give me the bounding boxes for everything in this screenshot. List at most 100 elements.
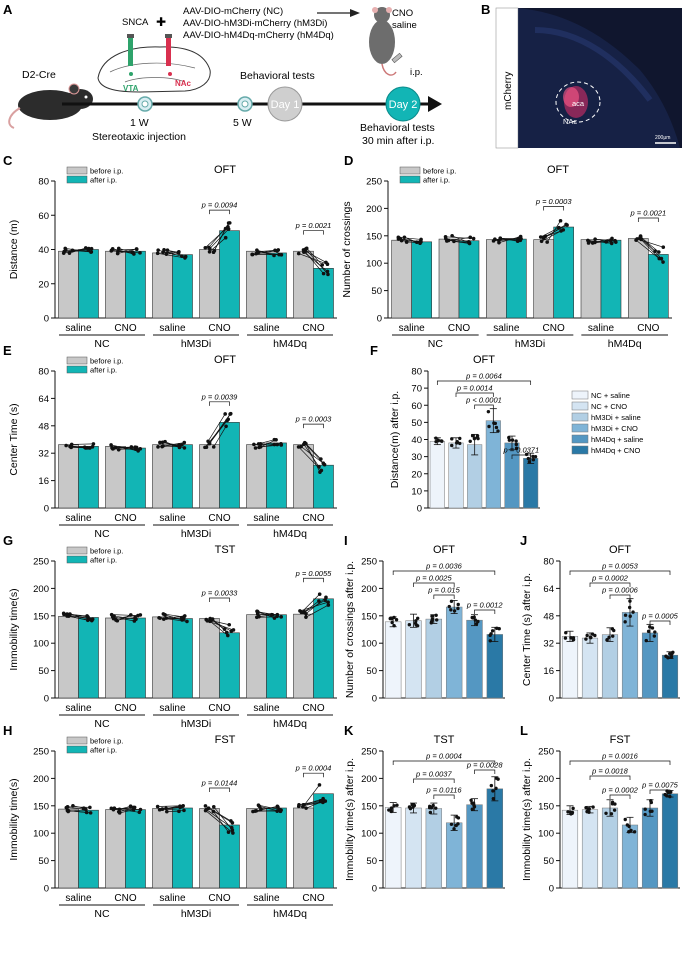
bar-before	[105, 617, 126, 699]
data-point	[491, 789, 495, 793]
comparison-bracket	[436, 380, 532, 385]
point-before	[207, 246, 212, 251]
p-value: p = 0.0039	[201, 392, 238, 401]
point-after	[225, 630, 229, 635]
bar-group-5	[641, 807, 659, 889]
data-point	[566, 810, 570, 814]
group-label: NC	[94, 528, 110, 540]
point-before	[255, 248, 259, 252]
bar-after	[458, 240, 480, 319]
legend-label-before: before i.p.	[423, 167, 456, 176]
point-after	[136, 449, 140, 453]
y-tick-label: 80	[38, 367, 49, 378]
pair-line	[72, 805, 84, 809]
data-point	[488, 639, 492, 643]
point-after	[84, 807, 88, 812]
data-point	[526, 456, 531, 461]
data-point	[644, 638, 648, 643]
pair-line	[587, 240, 612, 244]
stain-label: mCherry	[503, 72, 514, 110]
bar-before	[152, 252, 173, 319]
pair-line	[304, 600, 320, 613]
syringe-red-icon	[166, 36, 171, 66]
point-after	[128, 804, 133, 809]
point-before	[109, 443, 113, 447]
pair-line	[305, 597, 327, 615]
group-label: NC	[94, 718, 110, 730]
bar-after	[266, 807, 287, 889]
point-after	[279, 615, 283, 619]
p-value: p = 0.0021	[295, 221, 332, 230]
legend-label-after: after i.p.	[90, 176, 117, 185]
data-point	[492, 421, 496, 425]
data-point	[665, 794, 669, 798]
y-axis-label: Immobility time(s)	[8, 778, 20, 860]
point-before	[109, 806, 114, 811]
point-before	[402, 235, 407, 240]
pair-line	[115, 617, 136, 621]
y-tick-label: 100	[33, 639, 49, 650]
bar-group-3	[601, 634, 619, 699]
pair-line	[68, 809, 86, 812]
data-point	[390, 620, 394, 625]
point-before	[450, 233, 454, 238]
pair-line	[205, 810, 234, 834]
comparison-bracket	[433, 594, 455, 599]
bar-group-6	[486, 788, 504, 889]
condition-label: CNO	[208, 323, 230, 334]
pair-line	[112, 616, 135, 622]
y-tick-label: 80	[543, 557, 554, 568]
point-before	[71, 803, 75, 808]
pair-line	[159, 442, 179, 446]
group-label: NC	[428, 338, 444, 350]
point-after	[224, 424, 228, 429]
legend-swatch-group-2	[571, 401, 589, 411]
point-after	[321, 461, 326, 466]
chart-title: OFT	[214, 354, 236, 366]
bar-before	[58, 808, 79, 889]
p-value: p = 0.0037	[415, 770, 452, 779]
bar-group-3	[425, 808, 443, 889]
point-after	[228, 411, 233, 416]
condition-label: saline	[159, 513, 186, 524]
point-after	[653, 249, 657, 253]
legend-label-before: before i.p.	[90, 547, 123, 556]
pair-line	[209, 228, 229, 249]
data-point	[653, 630, 657, 634]
point-before	[257, 614, 261, 619]
pair-line	[257, 611, 278, 616]
y-axis-label: Immobility time(s)	[8, 588, 20, 670]
point-after	[321, 271, 326, 276]
virus-hm3di: AAV-DIO-hM3Di-mCherry (hM3Di)	[183, 18, 327, 29]
chart-h: F 0 10 20 30 40 50 60 70 80 Distance(m) after i.p.…	[370, 343, 540, 515]
bar-group-4	[485, 420, 501, 509]
point-after	[182, 808, 186, 813]
data-point	[428, 810, 433, 815]
point-before	[446, 238, 451, 243]
data-point	[394, 618, 399, 622]
day1-label: Day 1	[271, 99, 300, 111]
condition-label: CNO	[208, 893, 230, 904]
point-before	[211, 445, 216, 449]
point-before	[303, 247, 308, 251]
point-after	[326, 600, 330, 604]
condition-label: saline	[65, 323, 92, 334]
condition-label: CNO	[114, 703, 136, 714]
data-point	[610, 800, 615, 804]
bar-after	[219, 422, 240, 509]
pair-line	[65, 248, 92, 253]
pair-line	[118, 807, 135, 813]
point-after	[134, 445, 139, 450]
arrow-head	[350, 9, 360, 17]
bar-after	[172, 618, 193, 699]
point-before	[68, 612, 72, 616]
data-point	[527, 460, 532, 464]
point-after	[275, 612, 280, 617]
y-tick-label: 50	[371, 286, 382, 297]
bar-before	[105, 446, 126, 509]
data-point	[627, 824, 631, 829]
point-before	[158, 440, 162, 445]
data-point	[570, 810, 575, 815]
data-point	[623, 613, 628, 617]
condition-label: CNO	[302, 513, 324, 524]
